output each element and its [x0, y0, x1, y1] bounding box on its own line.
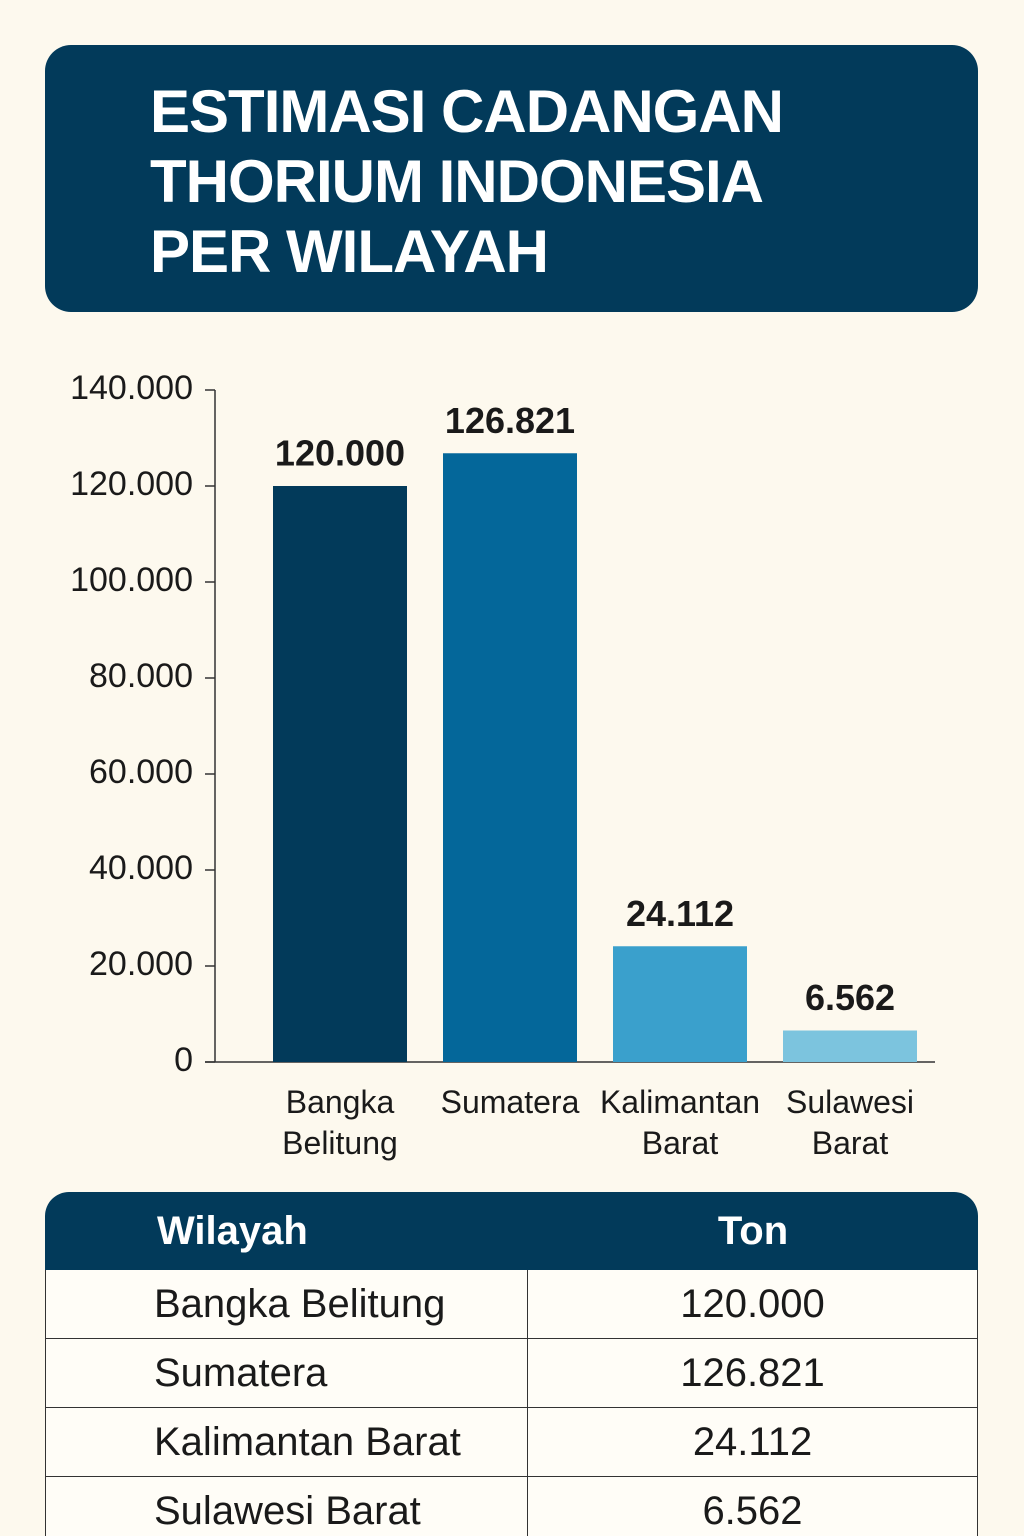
bar	[613, 946, 747, 1062]
y-tick-label: 80.000	[89, 657, 193, 695]
y-tick-label: 140.000	[70, 369, 193, 407]
data-label: 24.112	[626, 893, 734, 934]
x-tick-label: Kalimantan Barat	[599, 1084, 761, 1161]
y-tick-label: 0	[174, 1041, 193, 1079]
table-cell: Bangka Belitung	[45, 1270, 528, 1339]
table-cell: 120.000	[528, 1270, 978, 1339]
x-tick-label: Sulawesi Barat	[785, 1084, 915, 1161]
y-tick-label: 100.000	[70, 561, 193, 599]
chart: 0 20.000 40.000 60.000 80.000 100.000 120.000 1…	[70, 369, 935, 1079]
bar	[443, 453, 577, 1063]
table-cell: Kalimantan Barat	[45, 1408, 528, 1477]
column-header: Wilayah	[45, 1192, 528, 1270]
bar	[273, 486, 407, 1062]
x-tick-label: Bangka Belitung	[282, 1084, 398, 1161]
table-cell: Sumatera	[45, 1339, 528, 1408]
y-tick-label: 20.000	[89, 945, 193, 983]
table-body: Bangka Belitung 120.000 Sumatera 126.821 Kal…	[45, 1270, 978, 1536]
table-row: Sumatera 126.821	[45, 1339, 978, 1408]
y-tick-label: 40.000	[89, 849, 193, 887]
table-cell: 126.821	[528, 1339, 978, 1408]
column-header: Ton	[528, 1192, 978, 1270]
data-label: 120.000	[275, 433, 405, 474]
table-row: Bangka Belitung 120.000	[45, 1270, 978, 1339]
y-tick-label: 120.000	[70, 465, 193, 503]
data-label: 126.821	[445, 400, 575, 441]
table-cell: 24.112	[528, 1408, 978, 1477]
bar	[783, 1030, 917, 1062]
table-cell: Sulawesi Barat	[45, 1477, 528, 1536]
chart-title: ESTIMASI CADANGAN THORIUM INDONESIA PER …	[150, 78, 784, 285]
data-label: 6.562	[805, 977, 895, 1018]
y-tick-label: 60.000	[89, 753, 193, 791]
data-table: Wilayah Ton Bangka Belitung 120.000 Sumater…	[45, 1192, 978, 1536]
x-tick-label: Sumatera	[440, 1084, 580, 1120]
table-row: Sulawesi Barat 6.562	[45, 1477, 978, 1536]
table-cell: 6.562	[528, 1477, 978, 1536]
table-header: Wilayah Ton	[45, 1192, 978, 1270]
header: ESTIMASI CADANGAN THORIUM INDONESIA PER …	[45, 45, 978, 312]
table-row: Kalimantan Barat 24.112	[45, 1408, 978, 1477]
